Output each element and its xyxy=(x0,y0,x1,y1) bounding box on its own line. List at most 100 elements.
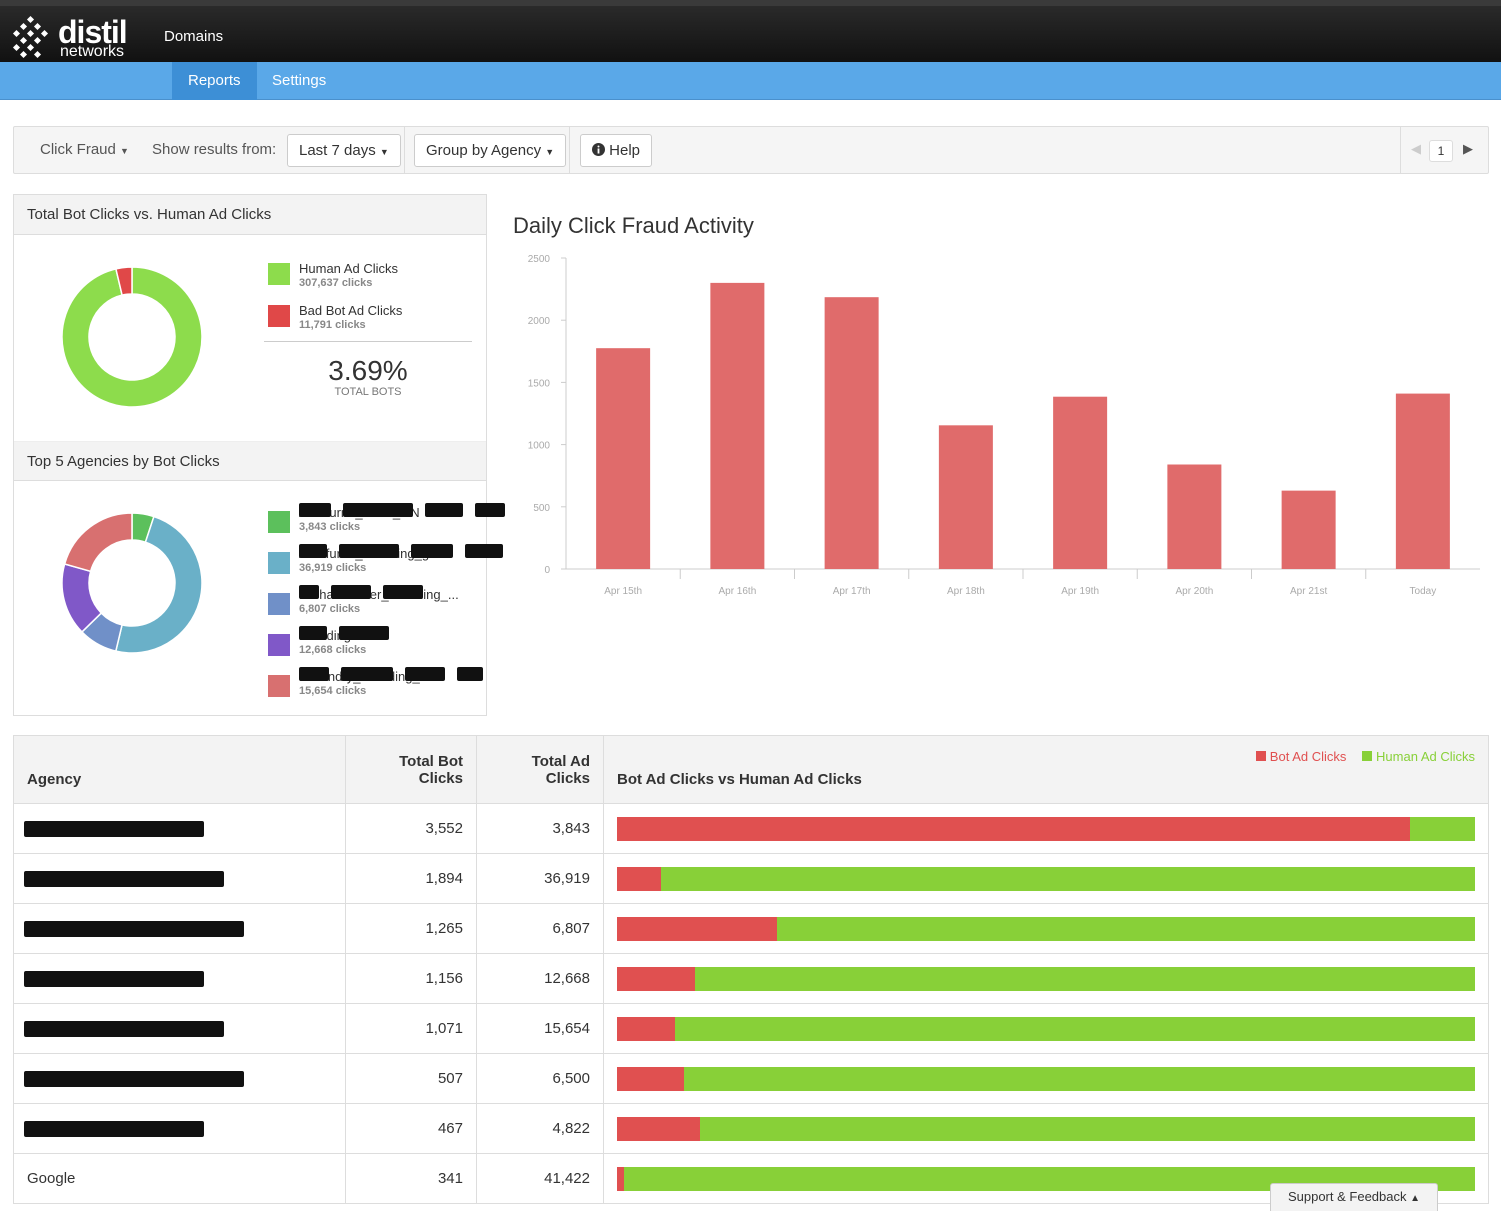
total-ad-clicks-cell: 12,668 xyxy=(476,953,604,1004)
agency-cell[interactable]: Google xyxy=(13,1153,346,1204)
bot-square-icon xyxy=(1255,751,1266,761)
prev-page-icon[interactable]: ◀ xyxy=(1411,141,1421,156)
table-row[interactable]: Google 341 41,422 xyxy=(13,1153,1489,1204)
total-ad-clicks-cell: 36,919 xyxy=(476,853,604,904)
date-range-dropdown[interactable]: Last 7 days ▼ xyxy=(287,134,401,167)
bot-clicks-slice[interactable] xyxy=(115,266,133,297)
chart-bar[interactable] xyxy=(1395,393,1450,569)
distil-logo-icon xyxy=(12,15,49,59)
agency-cell[interactable]: Infoundry - Branding_rjc xyxy=(13,1053,346,1104)
total-bot-clicks-cell: 1,894 xyxy=(345,853,477,904)
total-bot-column-header[interactable]: Total Bot Clicks xyxy=(345,735,477,804)
total-bot-clicks-cell: 467 xyxy=(345,1103,477,1154)
logo-main-text: distil xyxy=(58,14,128,50)
human-square-icon xyxy=(1362,751,1373,761)
toolbar-divider xyxy=(569,127,570,173)
agency-cell[interactable]: Autofurnu_NE_U xyxy=(13,803,346,854)
total-ad-column-header[interactable]: Total Ad Clicks xyxy=(476,735,604,804)
help-button[interactable]: Help xyxy=(580,134,653,167)
tab-reports[interactable]: Reports xyxy=(172,62,257,100)
ratio-bar[interactable] xyxy=(617,816,1475,841)
bot-legend-label: Bad Bot Ad Clicks xyxy=(299,303,403,318)
agency-slice[interactable] xyxy=(114,515,203,654)
agency-cell[interactable]: Branding_ xyxy=(13,953,346,1004)
bot-ratio-fill xyxy=(617,1066,684,1091)
total-ad-clicks-cell: 15,654 xyxy=(476,1003,604,1054)
redaction-mark xyxy=(299,585,319,599)
x-tick-label: Apr 18th xyxy=(947,586,985,597)
group-by-label: Group by Agency xyxy=(426,142,542,159)
human-ratio-fill xyxy=(700,1116,1475,1141)
page-number[interactable]: 1 xyxy=(1429,140,1453,162)
ratio-bar-cell xyxy=(603,953,1489,1004)
table-row[interactable]: Infoundry - Branding_rjc5076,500 xyxy=(13,1053,1489,1104)
human-ratio-fill xyxy=(1409,816,1475,841)
ratio-bar-cell xyxy=(603,1053,1489,1104)
chart-bar[interactable] xyxy=(824,297,879,569)
ratio-bar[interactable] xyxy=(617,1016,1475,1041)
chart-bar[interactable] xyxy=(1281,490,1336,569)
ratio-bar[interactable] xyxy=(617,866,1475,891)
click-fraud-dropdown[interactable]: Click Fraud ▼ xyxy=(40,141,129,158)
human-clicks-slice[interactable] xyxy=(61,266,203,408)
top5-agencies-donut[interactable] xyxy=(60,511,204,655)
agency-cell[interactable]: Infor_Branding xyxy=(13,853,346,904)
chart-bar[interactable] xyxy=(1167,464,1222,569)
redaction-mark xyxy=(24,821,204,837)
agency-column-header[interactable]: Agency xyxy=(13,735,346,804)
agency-slice[interactable] xyxy=(63,512,133,573)
ratio-bar[interactable] xyxy=(617,916,1475,941)
summary-title: Total Bot Clicks vs. Human Ad Clicks xyxy=(14,195,486,235)
total-bots-label: TOTAL BOTS xyxy=(334,386,402,398)
agency-cell[interactable]: R_y_m_ xyxy=(13,1103,346,1154)
agency-cell[interactable]: Infoundry - Branding_pr xyxy=(13,1003,346,1054)
top5-title: Top 5 Agencies by Bot Clicks xyxy=(14,441,486,481)
human-legend-swatch xyxy=(268,263,290,285)
top5-legend-clicks: 3,843 clicks xyxy=(299,521,361,533)
nav-domains[interactable]: Domains xyxy=(164,28,224,45)
support-feedback-button[interactable]: Support & Feedback ▲ xyxy=(1270,1183,1438,1211)
group-by-dropdown[interactable]: Group by Agency ▼ xyxy=(414,134,567,167)
agency-cell[interactable]: Michaelswider_Branding_app xyxy=(13,903,346,954)
total-ad-clicks-cell: 6,500 xyxy=(476,1053,604,1104)
next-page-icon[interactable]: ▶ xyxy=(1463,141,1473,156)
human-legend-clicks: 307,637 clicks xyxy=(299,277,373,289)
chart-bar[interactable] xyxy=(710,282,765,569)
chart-bar[interactable] xyxy=(938,425,993,569)
summary-panel: Total Bot Clicks vs. Human Ad Clicks Hum… xyxy=(13,194,505,716)
total-ad-clicks-cell: 6,807 xyxy=(476,903,604,954)
tab-settings[interactable]: Settings xyxy=(272,72,327,89)
ratio-bar-cell xyxy=(603,1103,1489,1154)
redaction-mark xyxy=(475,503,505,517)
table-legend: Bot Ad Clicks Human Ad Clicks xyxy=(1255,749,1475,764)
ratio-bar[interactable] xyxy=(617,1116,1475,1141)
redaction-mark xyxy=(341,667,393,681)
ratio-bar[interactable] xyxy=(617,1066,1475,1091)
table-legend-human: Human Ad Clicks xyxy=(1376,749,1475,764)
chart-bar[interactable] xyxy=(596,348,651,569)
ratio-bar-cell xyxy=(603,903,1489,954)
info-icon xyxy=(592,143,605,156)
x-tick-label: Apr 16th xyxy=(718,586,756,597)
distil-logo[interactable]: distil networks xyxy=(8,14,128,62)
compare-header-label: Bot Ad Clicks vs Human Ad Clicks xyxy=(617,771,862,788)
pagination: ◀ 1 ▶ xyxy=(1400,127,1488,173)
redaction-mark xyxy=(383,585,423,599)
date-range-label: Last 7 days xyxy=(299,142,376,159)
bot-ratio-fill xyxy=(617,1116,701,1141)
y-tick-label: 1000 xyxy=(528,441,551,452)
top5-legend-swatch xyxy=(268,511,290,533)
caret-down-icon: ▼ xyxy=(545,147,555,157)
top5-legend-swatch xyxy=(268,675,290,697)
top5-legend-clicks: 15,654 clicks xyxy=(299,685,367,697)
bot-vs-human-donut[interactable] xyxy=(60,265,204,409)
chart-bar[interactable] xyxy=(1053,396,1108,569)
x-tick-label: Apr 15th xyxy=(604,586,642,597)
ratio-bar[interactable] xyxy=(617,966,1475,991)
